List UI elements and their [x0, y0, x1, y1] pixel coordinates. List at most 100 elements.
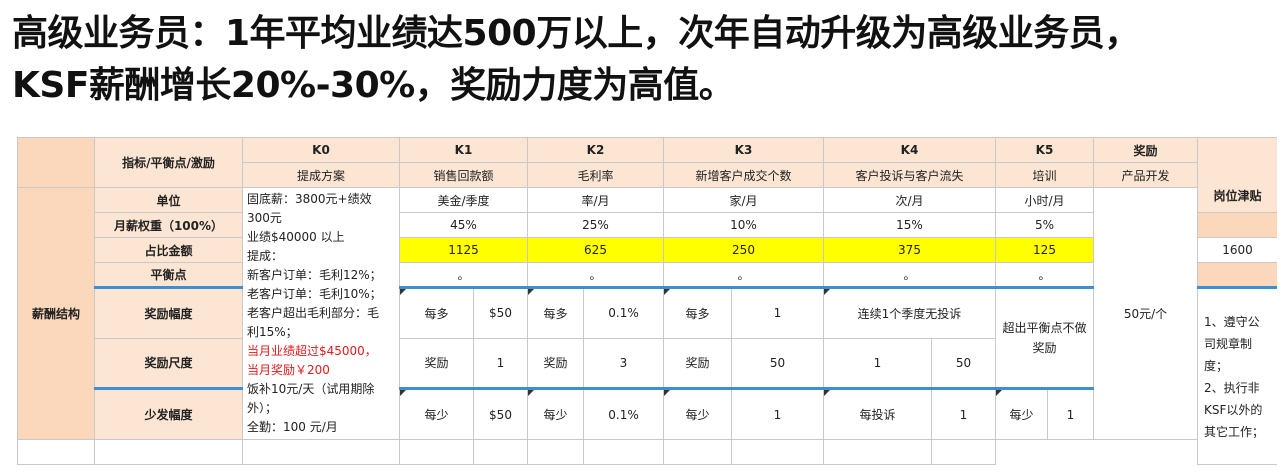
- k5-code: K5: [995, 137, 1094, 163]
- unit-row: 薪酬结构 单位 固底薪：3800元+绩效 300元 业绩$40000 以上 提成…: [17, 187, 1278, 440]
- k4-name: 客户投诉与客户流失: [823, 162, 996, 188]
- k2-weight: 25%: [527, 212, 664, 238]
- k0-code: K0: [242, 137, 400, 163]
- k2-incentive-value: 0.1%: [583, 286, 664, 339]
- weight-label: 月薪权重（100%）: [94, 212, 243, 238]
- k1-unit: 美金/季度: [399, 187, 528, 213]
- k2-code: K2: [527, 137, 664, 163]
- k4-penalty-value: 1: [931, 387, 996, 440]
- k4-scale-value: 50: [931, 337, 996, 390]
- corner-label: 指标/平衡点/激励: [94, 137, 243, 188]
- k0-description: 固底薪：3800元+绩效 300元 业绩$40000 以上 提成： 新客户订单：…: [242, 187, 400, 440]
- scale-label: 奖励尺度: [94, 337, 243, 390]
- allowance-amount: 1600: [1197, 237, 1277, 263]
- trailing-cell: [663, 439, 732, 465]
- trailing-cell: [823, 439, 932, 465]
- k5-penalty-value: 1: [1047, 387, 1094, 440]
- k1-balance: 。: [399, 262, 528, 288]
- allowance-blank-2: [1197, 262, 1277, 288]
- trailing-cell: [527, 439, 584, 465]
- k3-name: 新增客户成交个数: [663, 162, 824, 188]
- allowance-note: 1、遵守公司规章制度； 2、执行非KSF以外的其它工作；: [1197, 286, 1277, 465]
- k1-scale-value: 1: [473, 337, 528, 390]
- k5-balance: 。: [995, 262, 1094, 288]
- k1-scale-text: 奖励: [399, 337, 474, 390]
- k3-unit: 家/月: [663, 187, 824, 213]
- k4-code: K4: [823, 137, 996, 163]
- penalty-row: 少发幅度 每少 $50 每少 0.1% 每少 1 每投诉 1 每少 1: [18, 387, 1278, 440]
- k1-incentive-text: 每多: [399, 286, 474, 339]
- k5-weight: 5%: [995, 212, 1094, 238]
- trailing-cell: [583, 439, 664, 465]
- reward-value: 50元/个: [1093, 187, 1198, 440]
- k2-penalty-text: 每少: [527, 387, 584, 440]
- ksf-salary-table: 指标/平衡点/激励 K0 K1 K2 K3 K4 K5 奖励 岗位津贴 提成方案…: [17, 137, 1277, 474]
- k5-incentive-text: 超出平衡点不做奖励: [995, 285, 1094, 390]
- reward-name: 产品开发: [1093, 162, 1198, 188]
- post-allowance-head: 岗位津贴: [1197, 137, 1277, 213]
- k4-penalty-text: 每投诉: [823, 387, 932, 440]
- incentive-row: 奖励幅度 每多 $50 每多 0.1% 每多 1 连续1个季度无投诉 超出平衡点…: [18, 285, 1277, 465]
- kpi-table: 指标/平衡点/激励 K0 K1 K2 K3 K4 K5 奖励 岗位津贴 提成方案…: [17, 137, 1277, 465]
- k-name-row: 提成方案 销售回款额 毛利率 新增客户成交个数 客户投诉与客户流失 培训 产品开…: [18, 162, 1278, 188]
- weight-row: 月薪权重（100%） 45% 25% 10% 15% 5%: [18, 212, 1277, 238]
- trailing-cell: [931, 439, 996, 465]
- k1-name: 销售回款额: [399, 162, 528, 188]
- heading-line-1: 高级业务员：1年平均业绩达500万以上，次年自动升级为高级业务员，: [12, 13, 1140, 54]
- penalty-label: 少发幅度: [94, 387, 243, 440]
- k2-balance: 。: [527, 262, 664, 288]
- k3-code: K3: [663, 137, 824, 163]
- k1-code: K1: [399, 137, 528, 163]
- k-code-row: 指标/平衡点/激励 K0 K1 K2 K3 K4 K5 奖励 岗位津贴: [17, 137, 1277, 213]
- trailing-row: [17, 439, 1278, 465]
- k4-amount: 375: [823, 237, 996, 263]
- trailing-cell: [94, 439, 243, 465]
- k3-incentive-value: 1: [731, 286, 824, 339]
- incentive-label: 奖励幅度: [94, 286, 243, 339]
- k2-amount: 625: [527, 237, 664, 263]
- section-label: 薪酬结构: [17, 187, 95, 440]
- k1-weight: 45%: [399, 212, 528, 238]
- k5-name: 培训: [995, 162, 1094, 188]
- k4-balance: 。: [823, 262, 996, 288]
- balance-row: 平衡点 。 。 。 。 。: [18, 262, 1277, 288]
- corner-blank: [17, 137, 95, 188]
- k4-unit: 次/月: [823, 187, 996, 213]
- k3-penalty-text: 每少: [663, 387, 732, 440]
- k1-incentive-value: $50: [473, 286, 528, 339]
- k3-scale-text: 奖励: [663, 337, 732, 390]
- trailing-cell: [399, 439, 474, 465]
- reward-head: 奖励: [1093, 137, 1198, 163]
- k3-penalty-value: 1: [731, 387, 824, 440]
- k1-penalty-value: $50: [473, 387, 528, 440]
- k2-penalty-value: 0.1%: [583, 387, 664, 440]
- balance-label: 平衡点: [94, 262, 243, 288]
- k3-balance: 。: [663, 262, 824, 288]
- unit-label: 单位: [94, 187, 243, 213]
- k1-amount: 1125: [399, 237, 528, 263]
- k2-incentive-text: 每多: [527, 286, 584, 339]
- scale-row: 奖励尺度 奖励 1 奖励 3 奖励 50 1 50: [18, 337, 1278, 390]
- k5-unit: 小时/月: [995, 187, 1094, 213]
- trailing-cell: [473, 439, 528, 465]
- amount-label: 占比金额: [94, 237, 243, 263]
- k4-incentive-text: 连续1个季度无投诉: [823, 286, 996, 339]
- k2-scale-text: 奖励: [527, 337, 584, 390]
- k3-amount: 250: [663, 237, 824, 263]
- k3-scale-value: 50: [731, 337, 824, 390]
- heading-line-2: KSF薪酬增长20%-30%，奖励力度为高值。: [12, 65, 735, 106]
- trailing-label: [17, 439, 95, 465]
- k3-incentive-text: 每多: [663, 286, 732, 339]
- k5-amount: 125: [995, 237, 1094, 263]
- k4-scale-text: 1: [823, 337, 932, 390]
- k2-unit: 率/月: [527, 187, 664, 213]
- trailing-cell: [242, 439, 400, 465]
- trailing-cell: [731, 439, 824, 465]
- amount-row: 占比金额 1125 625 250 375 125 1600: [18, 237, 1277, 263]
- heading: 高级业务员：1年平均业绩达500万以上，次年自动升级为高级业务员， KSF薪酬增…: [12, 8, 1272, 112]
- k2-scale-value: 3: [583, 337, 664, 390]
- allowance-blank: [1197, 212, 1277, 238]
- k3-weight: 10%: [663, 212, 824, 238]
- k5-penalty-text: 每少: [995, 387, 1048, 440]
- k4-weight: 15%: [823, 212, 996, 238]
